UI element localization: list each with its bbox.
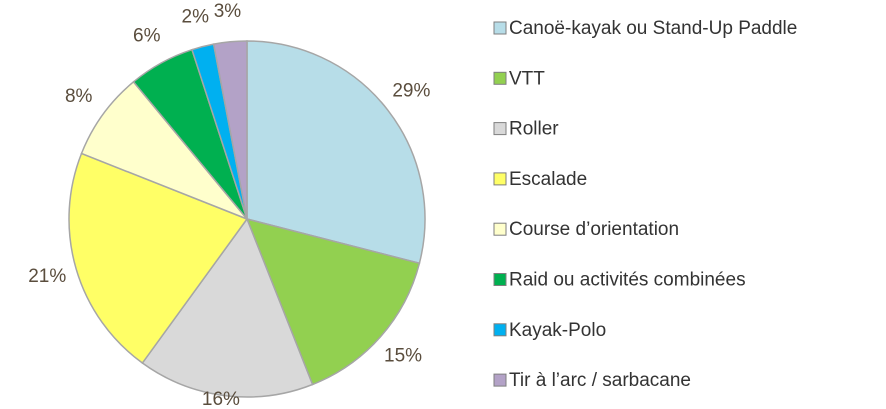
data-label: 6%: [133, 26, 161, 47]
data-label: 16%: [202, 389, 240, 409]
legend-swatch: [493, 21, 507, 35]
pie-slice: [141, 217, 314, 398]
legend-swatch: [493, 122, 507, 136]
legend-label: Escalade: [509, 169, 587, 190]
legend-swatch: [493, 172, 507, 186]
data-label: 2%: [182, 7, 210, 28]
legend-label: Canoë-kayak ou Stand-Up Paddle: [509, 18, 797, 39]
legend-swatch: [493, 323, 507, 337]
pie-slice: [212, 40, 248, 220]
pie-slice: [245, 217, 421, 386]
pie-slice: [80, 80, 248, 220]
pie-slice: [68, 152, 249, 365]
data-label: 8%: [65, 86, 93, 107]
legend-swatch: [493, 373, 507, 387]
data-label: 21%: [28, 266, 66, 287]
legend-label: Course d’orientation: [509, 219, 679, 240]
legend-label: Roller: [509, 119, 559, 140]
data-label: 29%: [392, 81, 430, 102]
legend-label: Raid ou activités combinées: [509, 270, 746, 291]
legend-swatch: [493, 71, 507, 85]
legend-swatch: [493, 273, 507, 286]
legend-swatch: [493, 222, 507, 236]
legend-label: VTT: [509, 68, 545, 89]
legend-label: Tir à l’arc / sarbacane: [509, 370, 691, 391]
data-label: 15%: [384, 346, 422, 367]
pie-slice: [246, 40, 426, 265]
legend-label: Kayak-Polo: [509, 320, 606, 341]
data-label: 3%: [214, 1, 242, 22]
